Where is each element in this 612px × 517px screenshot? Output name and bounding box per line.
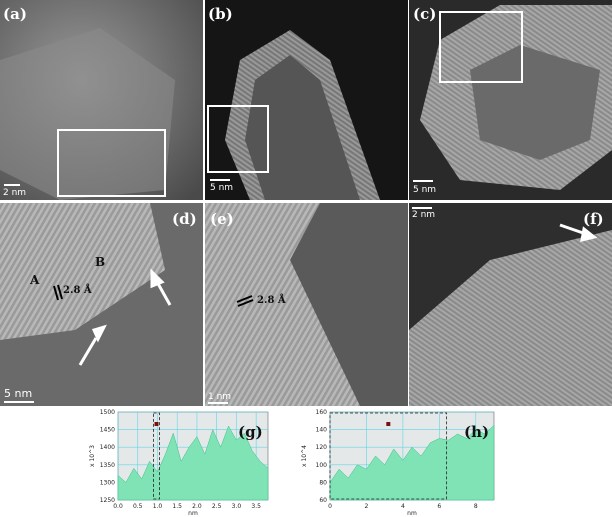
annotation: B <box>95 255 105 269</box>
x-tick-label: 2.0 <box>192 503 202 510</box>
panel-label: (f) <box>583 210 604 228</box>
y-tick-label: 100 <box>316 462 328 469</box>
panel-label: (g) <box>238 423 263 441</box>
scale-bar-label: 5 nm <box>4 387 32 400</box>
y-tick-label: 1450 <box>100 427 115 434</box>
x-tick-label: 0.5 <box>133 503 143 510</box>
panel-label: (a) <box>3 5 27 23</box>
x-tick-label: 1.0 <box>153 503 163 510</box>
panel-labels: (a) (b) (c) (d) (e) (f) 2 nm 5 nm 5 nm 5… <box>3 5 604 402</box>
profile-area <box>329 424 495 501</box>
selection-box <box>329 412 448 500</box>
y-tick-label: 1300 <box>100 479 115 486</box>
x-tick-label: 2.5 <box>212 503 222 510</box>
x-tick-label: 8 <box>474 503 478 510</box>
x-tick-label: 3.5 <box>251 503 261 510</box>
marker <box>386 422 391 426</box>
annotation: 2.8 Å <box>257 294 286 306</box>
annotation: 2.8 Å <box>63 284 92 296</box>
x-tick-label: 1.5 <box>172 503 182 510</box>
y-tick-label: 80 <box>319 479 327 486</box>
panel-label: (h) <box>464 423 489 441</box>
x-axis-label: nm <box>407 510 417 517</box>
panel-images <box>0 0 612 406</box>
x-tick-label: 0.0 <box>113 503 123 510</box>
y-tick-label: 1350 <box>100 462 115 469</box>
y-tick-label: 1250 <box>100 497 115 504</box>
panel-label: (c) <box>413 5 436 23</box>
panel-label: (b) <box>208 5 233 23</box>
profile-area <box>117 425 269 501</box>
x-tick-label: 0 <box>328 503 332 510</box>
scale-bar-label: 2 nm <box>3 188 26 198</box>
x-tick-label: 3.0 <box>232 503 242 510</box>
panel-label: (e) <box>210 210 234 228</box>
scale-bar-label: 1 nm <box>208 392 231 402</box>
marker <box>154 422 159 426</box>
y-tick-label: 120 <box>316 444 328 451</box>
y-tick-label: 1400 <box>100 444 115 451</box>
y-axis-label: x 10^4 <box>301 445 308 467</box>
annotation: A <box>29 273 40 287</box>
x-axis-label: nm <box>188 510 198 517</box>
y-tick-label: 140 <box>316 427 328 434</box>
y-tick-label: 60 <box>319 497 327 504</box>
selection-box <box>153 412 160 500</box>
x-tick-label: 6 <box>437 503 441 510</box>
x-tick-label: 4 <box>401 503 405 510</box>
y-tick-label: 1500 <box>100 409 115 416</box>
y-axis-label: x 10^3 <box>89 445 96 467</box>
scale-bar-label: 5 nm <box>210 183 233 193</box>
y-tick-label: 160 <box>316 409 328 416</box>
scale-bar-label: 2 nm <box>412 210 435 220</box>
scale-bar-label: 5 nm <box>413 185 436 195</box>
panel-label: (d) <box>172 210 197 228</box>
x-tick-label: 2 <box>365 503 369 510</box>
